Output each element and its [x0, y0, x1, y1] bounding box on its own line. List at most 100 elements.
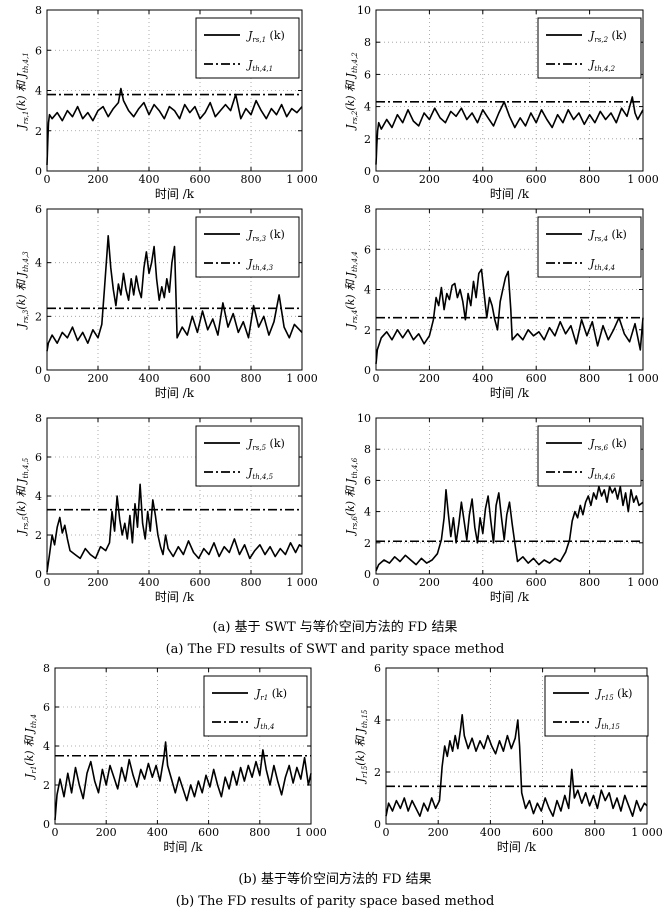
y-tick-label: 6 [35, 44, 42, 57]
x-tick-label: 0 [52, 826, 59, 839]
y-tick-label: 2 [364, 133, 371, 146]
y-tick-label: 0 [364, 364, 371, 377]
x-tick-label: 400 [139, 576, 160, 589]
legend-label-base: J [595, 687, 602, 700]
legend-label: Jrs,5 (k) [246, 437, 285, 452]
legend-label-tail: (k) [608, 228, 627, 241]
legend-label-base: J [246, 58, 253, 71]
legend-label-sub: th,4,6 [594, 473, 615, 481]
x-tick-label: 200 [419, 576, 440, 589]
y-tick-label: 0 [364, 568, 371, 581]
legend-label: Jth,4,3 [246, 257, 274, 272]
x-tick-label: 800 [241, 173, 262, 186]
legend-label-sub: r1 [260, 694, 268, 702]
x-tick-label: 400 [472, 372, 493, 385]
y-label-sub: th,4,4 [351, 251, 359, 272]
y-label-sub: th,4,5 [22, 457, 30, 478]
x-tick-label: 1 000 [286, 173, 318, 186]
legend-label-base: J [588, 437, 595, 450]
y-label-part: J [15, 124, 28, 131]
x-tick-label: 200 [96, 826, 117, 839]
legend-label-sub: th,15 [601, 723, 620, 731]
legend-label: Jth,4,4 [588, 257, 615, 272]
legend-box [195, 216, 300, 278]
axes-frame [375, 417, 644, 575]
legend-label-base: J [588, 58, 595, 71]
x-tick-label: 800 [579, 576, 600, 589]
y-tick-label: 0 [35, 568, 42, 581]
legend-label-sub: rs,6 [594, 444, 608, 452]
x-axis-label: 时间 /k [490, 590, 530, 604]
y-tick-label: 8 [364, 443, 371, 456]
x-tick-label: 0 [373, 576, 380, 589]
legend-label: Jth,4,5 [246, 466, 274, 481]
signal-line [375, 485, 644, 572]
y-axis-label: Jrs,3(k) 和 Jth,4,3 [15, 251, 30, 330]
y-tick-label: 8 [43, 662, 50, 675]
y-tick-label: 6 [35, 203, 42, 216]
x-tick-label: 800 [584, 826, 605, 839]
x-tick-label: 400 [472, 173, 493, 186]
legend-label: Jrs,2 (k) [588, 29, 627, 44]
x-tick-label: 200 [88, 576, 109, 589]
y-tick-label: 2 [364, 324, 371, 337]
y-tick-label: 2 [374, 766, 381, 779]
legend-label-tail: (k) [266, 29, 285, 42]
y-tick-label: 6 [364, 68, 371, 81]
caption-b-english: (b) The FD results of parity space based… [175, 894, 495, 909]
x-tick-label: 200 [88, 372, 109, 385]
y-label-sub: th,4,2 [351, 52, 359, 73]
y-tick-label: 0 [374, 818, 381, 831]
x-tick-label: 600 [526, 576, 547, 589]
x-tick-label: 1 000 [627, 173, 659, 186]
y-tick-label: 0 [43, 818, 50, 831]
x-axis-label: 时间 /k [490, 187, 530, 201]
y-tick-label: 0 [35, 165, 42, 178]
x-tick-label: 600 [526, 173, 547, 186]
y-tick-label: 0 [364, 165, 371, 178]
y-tick-label: 4 [374, 714, 381, 727]
y-tick-label: 2 [35, 125, 42, 138]
legend-label-base: J [588, 257, 595, 270]
x-axis-label: 时间 /k [155, 187, 195, 201]
x-tick-label: 200 [428, 826, 449, 839]
legend-box [195, 425, 300, 487]
legend-box [544, 675, 649, 737]
axes-frame [46, 208, 303, 371]
y-tick-label: 0 [35, 364, 42, 377]
legend-box [537, 425, 642, 487]
y-axis-label: Jrs,5(k) 和 Jth,4,5 [15, 457, 30, 536]
y-label-part: J [15, 323, 28, 330]
legend-label-sub: th,4,4 [594, 264, 615, 272]
y-tick-label: 6 [364, 474, 371, 487]
x-tick-label: 1 000 [627, 576, 659, 589]
y-tick-label: 8 [35, 412, 42, 425]
x-tick-label: 0 [44, 576, 51, 589]
legend-label-sub: th,4,3 [252, 264, 273, 272]
x-tick-label: 600 [190, 576, 211, 589]
legend-label-sub: rs,1 [252, 36, 266, 44]
y-label-part: J [23, 773, 36, 780]
y-label-sub: th,4 [30, 714, 38, 728]
legend-label: Jrs,1 (k) [246, 29, 285, 44]
y-label-part: (k) 和 J [344, 478, 357, 516]
legend-label: Jrs,3 (k) [246, 228, 285, 243]
legend-label-sub: th,4,2 [594, 65, 615, 73]
x-axis-label: 时间 /k [155, 386, 195, 400]
legend-box [537, 17, 642, 79]
x-tick-label: 600 [190, 372, 211, 385]
y-tick-label: 8 [364, 36, 371, 49]
x-tick-label: 0 [44, 372, 51, 385]
y-axis-label: Jrs,2(k) 和 Jth,4,2 [344, 52, 359, 131]
y-tick-label: 8 [364, 203, 371, 216]
caption-a-english: (a) The FD results of SWT and parity spa… [165, 642, 505, 657]
legend-label: Jr15 (k) [595, 687, 632, 702]
y-tick-label: 2 [364, 537, 371, 550]
axes-frame [375, 9, 644, 172]
y-tick-label: 6 [43, 701, 50, 714]
x-tick-label: 1 000 [295, 826, 327, 839]
